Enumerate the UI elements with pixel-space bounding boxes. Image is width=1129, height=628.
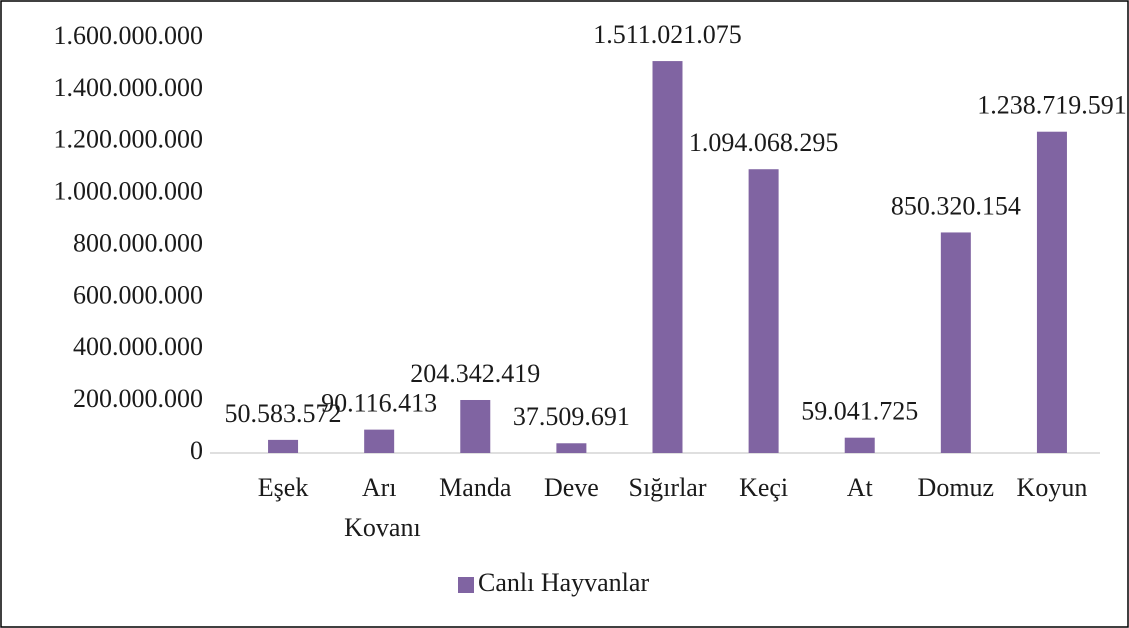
x-tick-label: Arı Kovanı — [338, 473, 421, 542]
x-tick-label: Koyun — [1017, 473, 1088, 502]
x-tick-label: Manda — [439, 473, 512, 502]
bar — [1036, 131, 1067, 454]
data-label: 90.116.413 — [321, 389, 437, 418]
bar — [364, 429, 395, 453]
data-label: 1.094.068.295 — [689, 128, 839, 157]
y-tick-label: 400.000.000 — [73, 332, 203, 361]
data-label: 204.342.419 — [410, 359, 540, 388]
bar — [556, 443, 587, 453]
y-tick-label: 0 — [190, 436, 203, 465]
x-tick-label: Deve — [544, 473, 599, 502]
bar — [748, 169, 779, 454]
legend-swatch — [458, 577, 474, 593]
data-label: 1.511.021.075 — [593, 20, 742, 49]
data-label: 50.583.572 — [225, 399, 342, 428]
data-label: 1.238.719.591 — [977, 91, 1127, 120]
bar — [460, 399, 491, 453]
data-label: 37.509.691 — [513, 402, 630, 431]
y-tick-label: 600.000.000 — [73, 280, 203, 309]
y-tick-label: 1.000.000.000 — [54, 177, 204, 206]
x-tick-label: Domuz — [918, 473, 995, 502]
data-label: 850.320.154 — [891, 191, 1021, 220]
y-tick-label: 1.600.000.000 — [54, 21, 204, 50]
x-tick-label: Keçi — [739, 473, 788, 502]
y-tick-label: 1.400.000.000 — [54, 73, 204, 102]
x-tick-label: At — [847, 473, 874, 502]
data-label: 59.041.725 — [801, 397, 918, 426]
y-tick-label: 800.000.000 — [73, 228, 203, 257]
x-tick-label: Eşek — [258, 473, 309, 502]
bar — [844, 437, 875, 453]
y-tick-label: 200.000.000 — [73, 384, 203, 413]
y-tick-label: 1.200.000.000 — [54, 125, 204, 154]
legend-label: Canlı Hayvanlar — [478, 568, 649, 597]
bar — [652, 61, 683, 453]
bar — [268, 439, 299, 453]
bar — [940, 232, 971, 453]
x-tick-label: Sığırlar — [629, 473, 707, 502]
